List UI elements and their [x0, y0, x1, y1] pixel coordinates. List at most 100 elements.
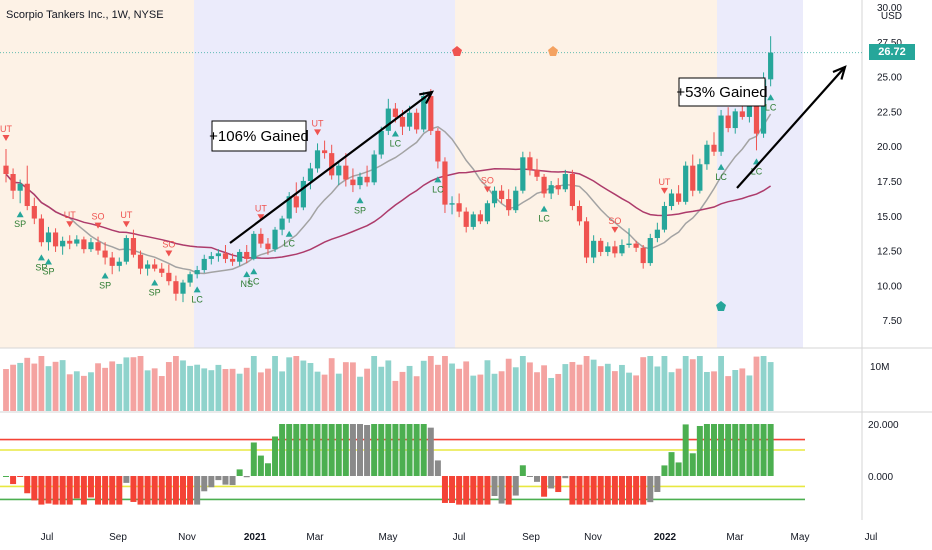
volume-bar: [257, 372, 264, 411]
annotation-box: [211, 120, 307, 152]
signal-label: LC: [432, 184, 444, 194]
candle: [102, 242, 108, 265]
oscillator-bar: [151, 476, 158, 505]
oscillator-bar: [116, 476, 123, 505]
candle-body: [619, 244, 625, 254]
oscillator-bar: [463, 476, 470, 505]
oscillator-bar: [215, 476, 222, 481]
volume-bar: [590, 359, 597, 411]
oscillator-bar: [257, 455, 264, 476]
candle: [477, 210, 483, 225]
oscillator-bar: [654, 476, 661, 492]
candle: [654, 222, 660, 243]
oscillator-bar: [661, 465, 668, 476]
oscillator-bar: [328, 424, 335, 476]
signal-label: LC: [751, 166, 763, 176]
candle: [166, 264, 172, 286]
candle: [633, 240, 639, 252]
oscillator-bar: [45, 476, 52, 504]
volume-bar: [477, 374, 484, 411]
candle-body: [279, 218, 285, 230]
candle: [201, 254, 207, 273]
candle-body: [350, 179, 356, 186]
oscillator-bar: [272, 436, 279, 476]
candle: [314, 143, 321, 173]
candle-body: [746, 105, 752, 117]
candle: [463, 207, 469, 233]
candle: [244, 244, 250, 264]
oscillator-bar: [123, 476, 130, 483]
annotation-text: +106% Gained: [209, 128, 309, 145]
candle-body: [251, 233, 257, 259]
signal-marker: SP: [149, 279, 161, 297]
candle: [343, 153, 349, 187]
oscillator-bar: [541, 476, 548, 497]
volume-bar: [611, 371, 618, 411]
candle: [428, 89, 434, 136]
oscillator-bar: [3, 476, 9, 477]
candle-body: [640, 247, 646, 264]
candle-body: [222, 253, 229, 259]
candle-body: [668, 193, 675, 207]
currency-label: USD: [881, 11, 902, 22]
volume-bar: [392, 380, 399, 411]
candlestick-series: [3, 36, 774, 303]
candle-body: [244, 251, 250, 259]
volume-bar: [498, 371, 505, 411]
oscillator-bar: [640, 476, 647, 505]
candle-body: [272, 229, 278, 250]
oscillator-bar: [194, 476, 201, 505]
chart-background: [0, 0, 932, 520]
candle: [598, 238, 604, 257]
candle-body: [562, 174, 568, 190]
candle-body: [116, 261, 122, 266]
candle-body: [442, 161, 448, 205]
signal-label: LC: [390, 138, 402, 148]
oscillator-bar: [187, 476, 194, 505]
volume-bar: [555, 373, 562, 411]
volume-bar: [427, 356, 434, 411]
volume-bar: [626, 372, 632, 411]
signal-marker: LC: [390, 130, 402, 148]
oscillator-bar: [420, 424, 427, 476]
signal-marker: LC: [432, 176, 444, 194]
candle-body: [378, 130, 384, 155]
signal-marker: UT: [64, 210, 76, 228]
candle-body: [201, 258, 207, 271]
volume-bar: [604, 363, 611, 411]
price-tick-label: 7.50: [883, 316, 903, 327]
volume-bar: [456, 368, 463, 411]
candle: [541, 174, 547, 198]
candle-body: [711, 144, 717, 152]
signal-label: UT: [255, 203, 267, 213]
candle-body: [3, 165, 9, 174]
candle: [145, 260, 151, 276]
oscillator-bar: [484, 476, 491, 505]
sell-arrow-icon: [66, 221, 74, 228]
candle: [60, 236, 66, 255]
volume-bar: [194, 364, 201, 411]
oscillator-bar: [208, 476, 215, 488]
oscillator-bar: [498, 476, 505, 504]
candle: [385, 98, 391, 136]
buy-arrow-icon: [540, 205, 548, 212]
oscillator-bar: [201, 476, 208, 492]
oscillator-bar: [449, 476, 456, 503]
candle: [768, 36, 774, 87]
volume-bar: [519, 356, 526, 411]
oscillator-bar: [441, 476, 448, 503]
oscillator-bar: [576, 476, 583, 505]
event-flag-icon: [716, 301, 726, 311]
volume-bar: [73, 371, 80, 411]
candle: [45, 226, 52, 251]
candle-body: [293, 196, 299, 208]
candle-body: [732, 111, 738, 129]
candle: [591, 235, 597, 264]
time-tick-label: 2021: [244, 532, 267, 543]
volume-bar: [173, 356, 179, 411]
oscillator-bar: [87, 476, 94, 498]
candle-body: [605, 246, 611, 252]
candle-body: [173, 281, 179, 294]
volume-axis-label: 10M: [870, 362, 889, 373]
